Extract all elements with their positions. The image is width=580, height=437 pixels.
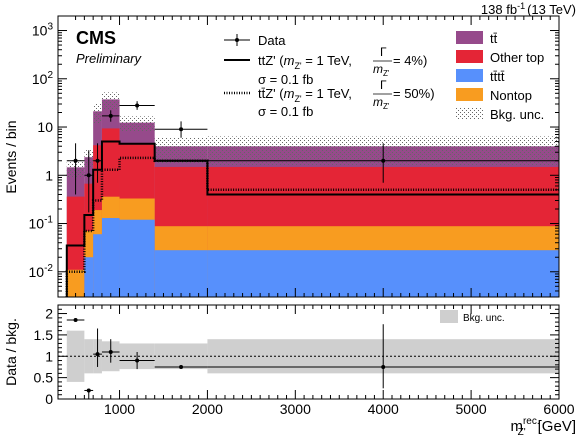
ratio-uncertainty-band [58, 330, 559, 382]
legend-right-label-0: tt̄ [490, 31, 498, 46]
ratio-legend-swatch [440, 310, 458, 323]
legend-data-label: Data [258, 33, 286, 48]
legend-right-label-1: Other top [490, 50, 544, 65]
y-tick-label-top-5: 103 [32, 22, 54, 39]
legend-sig2-suffix: = 50%) [393, 86, 435, 101]
ratio-axes: 1000 2000 3000 4000 5000 6000 0 0.5 1 1.5 2 [34, 304, 575, 417]
cms-label: CMS [76, 28, 116, 48]
bar-tttt-bin-1 [84, 257, 94, 297]
legend-sig1-suffix: = 4%) [393, 53, 427, 68]
y-axis-title-ratio: Data / bkg. [3, 318, 19, 386]
top-axes: 10-2 10-1 1 10 102 103 [29, 15, 560, 298]
y-tick-label-ratio-4: 2 [45, 306, 53, 322]
x-tick-label-3000: 3000 [280, 401, 311, 417]
top-panel-frame [57, 15, 560, 298]
y-tick-label-top-3: 10 [37, 119, 53, 135]
x-tick-label-4000: 4000 [368, 401, 399, 417]
ratio-point-0 [73, 317, 78, 322]
legend-sig1-frac-den: mZ' [373, 62, 390, 78]
legend-right-swatch-3 [456, 88, 483, 101]
y-tick-label-top-4: 102 [32, 70, 54, 87]
legend-sig2-label: tt̄Z' (mZ' = 1 TeV, [258, 86, 352, 104]
x-tick-label-5000: 5000 [456, 401, 487, 417]
unc-band-bin-3 [101, 92, 120, 111]
data-points [66, 101, 559, 213]
legend-sig1-xsec: σ = 0.1 fb [258, 72, 313, 87]
legend-right-swatch-4 [456, 107, 483, 120]
x-tick-label-6000: 6000 [543, 401, 574, 417]
ratio-data-points [66, 317, 559, 399]
x-tick-label-1000: 1000 [104, 401, 135, 417]
data-point-1 [86, 173, 91, 178]
y-tick-label-top-0: 10-2 [29, 263, 54, 280]
legend-right-label-3: Nontop [490, 88, 532, 103]
data-point-4 [135, 103, 140, 108]
y-tick-label-ratio-1: 0.5 [34, 370, 54, 386]
y-tick-label-top-2: 1 [45, 167, 53, 183]
bar-nontop-bin-0 [66, 269, 85, 297]
y-tick-label-top-1: 10-1 [29, 215, 54, 232]
data-point-0 [73, 158, 78, 163]
ratio-band-bin-1 [84, 339, 94, 374]
ratio-point-6 [381, 364, 386, 369]
x-axis-title: mrec. Z' [GeV] [510, 416, 576, 437]
bar-tttt-bin-4 [119, 219, 155, 297]
legend-right: tt̄ Other top tt̄tt̄ Nontop Bkg. unc. [456, 31, 544, 122]
ratio-legend: Bkg. unc. [440, 310, 505, 324]
unc-band-bin-5 [154, 137, 208, 164]
bar-tttt-bin-5 [154, 250, 208, 297]
legend-right-swatch-1 [456, 50, 483, 63]
bar-tttt-bin-3 [101, 218, 120, 297]
legend-data-dot [235, 38, 239, 42]
signal-histograms [65, 140, 559, 297]
ratio-point-3 [108, 350, 113, 354]
y-tick-label-ratio-2: 1 [45, 348, 53, 364]
legend-left: Data ttZ' (mZ' = 1 TeV, Γ mZ' = 4%) σ = … [224, 33, 435, 119]
y-tick-label-ratio-3: 1.5 [34, 327, 54, 343]
legend-right-label-4: Bkg. unc. [490, 107, 544, 122]
lumi-label: 138 fb-1 (13 TeV) [481, 1, 576, 17]
data-point-6 [381, 158, 386, 163]
data-point-5 [179, 127, 184, 132]
legend-sig2-frac-den: mZ' [373, 95, 390, 111]
legend-right-swatch-2 [456, 69, 483, 82]
legend-right-swatch-0 [456, 31, 483, 44]
legend-sig2-frac-num: Γ [380, 78, 387, 92]
data-point-3 [108, 113, 113, 118]
y-tick-label-ratio-0: 0 [45, 391, 53, 407]
signal-line-1 [65, 156, 559, 297]
legend-right-label-2: tt̄tt̄ [490, 69, 505, 84]
legend-sig1-frac-num: Γ [380, 45, 387, 59]
ratio-point-2 [95, 352, 100, 357]
data-point-2 [95, 158, 100, 163]
legend-sig1-label: ttZ' (mZ' = 1 TeV, [258, 53, 352, 71]
unc-band-bin-4 [119, 116, 155, 132]
bar-tttt-bin-2 [93, 234, 102, 297]
x-tick-label-2000: 2000 [192, 401, 223, 417]
ratio-legend-label: Bkg. unc. [463, 313, 505, 324]
ratio-point-4 [135, 358, 140, 363]
ratio-point-1 [86, 388, 91, 393]
unc-band-bin-2 [93, 103, 102, 124]
preliminary-label: Preliminary [76, 51, 143, 66]
legend-sig2-xsec: σ = 0.1 fb [258, 104, 313, 119]
ratio-point-5 [179, 364, 184, 369]
y-axis-title-top: Events / bin [3, 120, 19, 193]
